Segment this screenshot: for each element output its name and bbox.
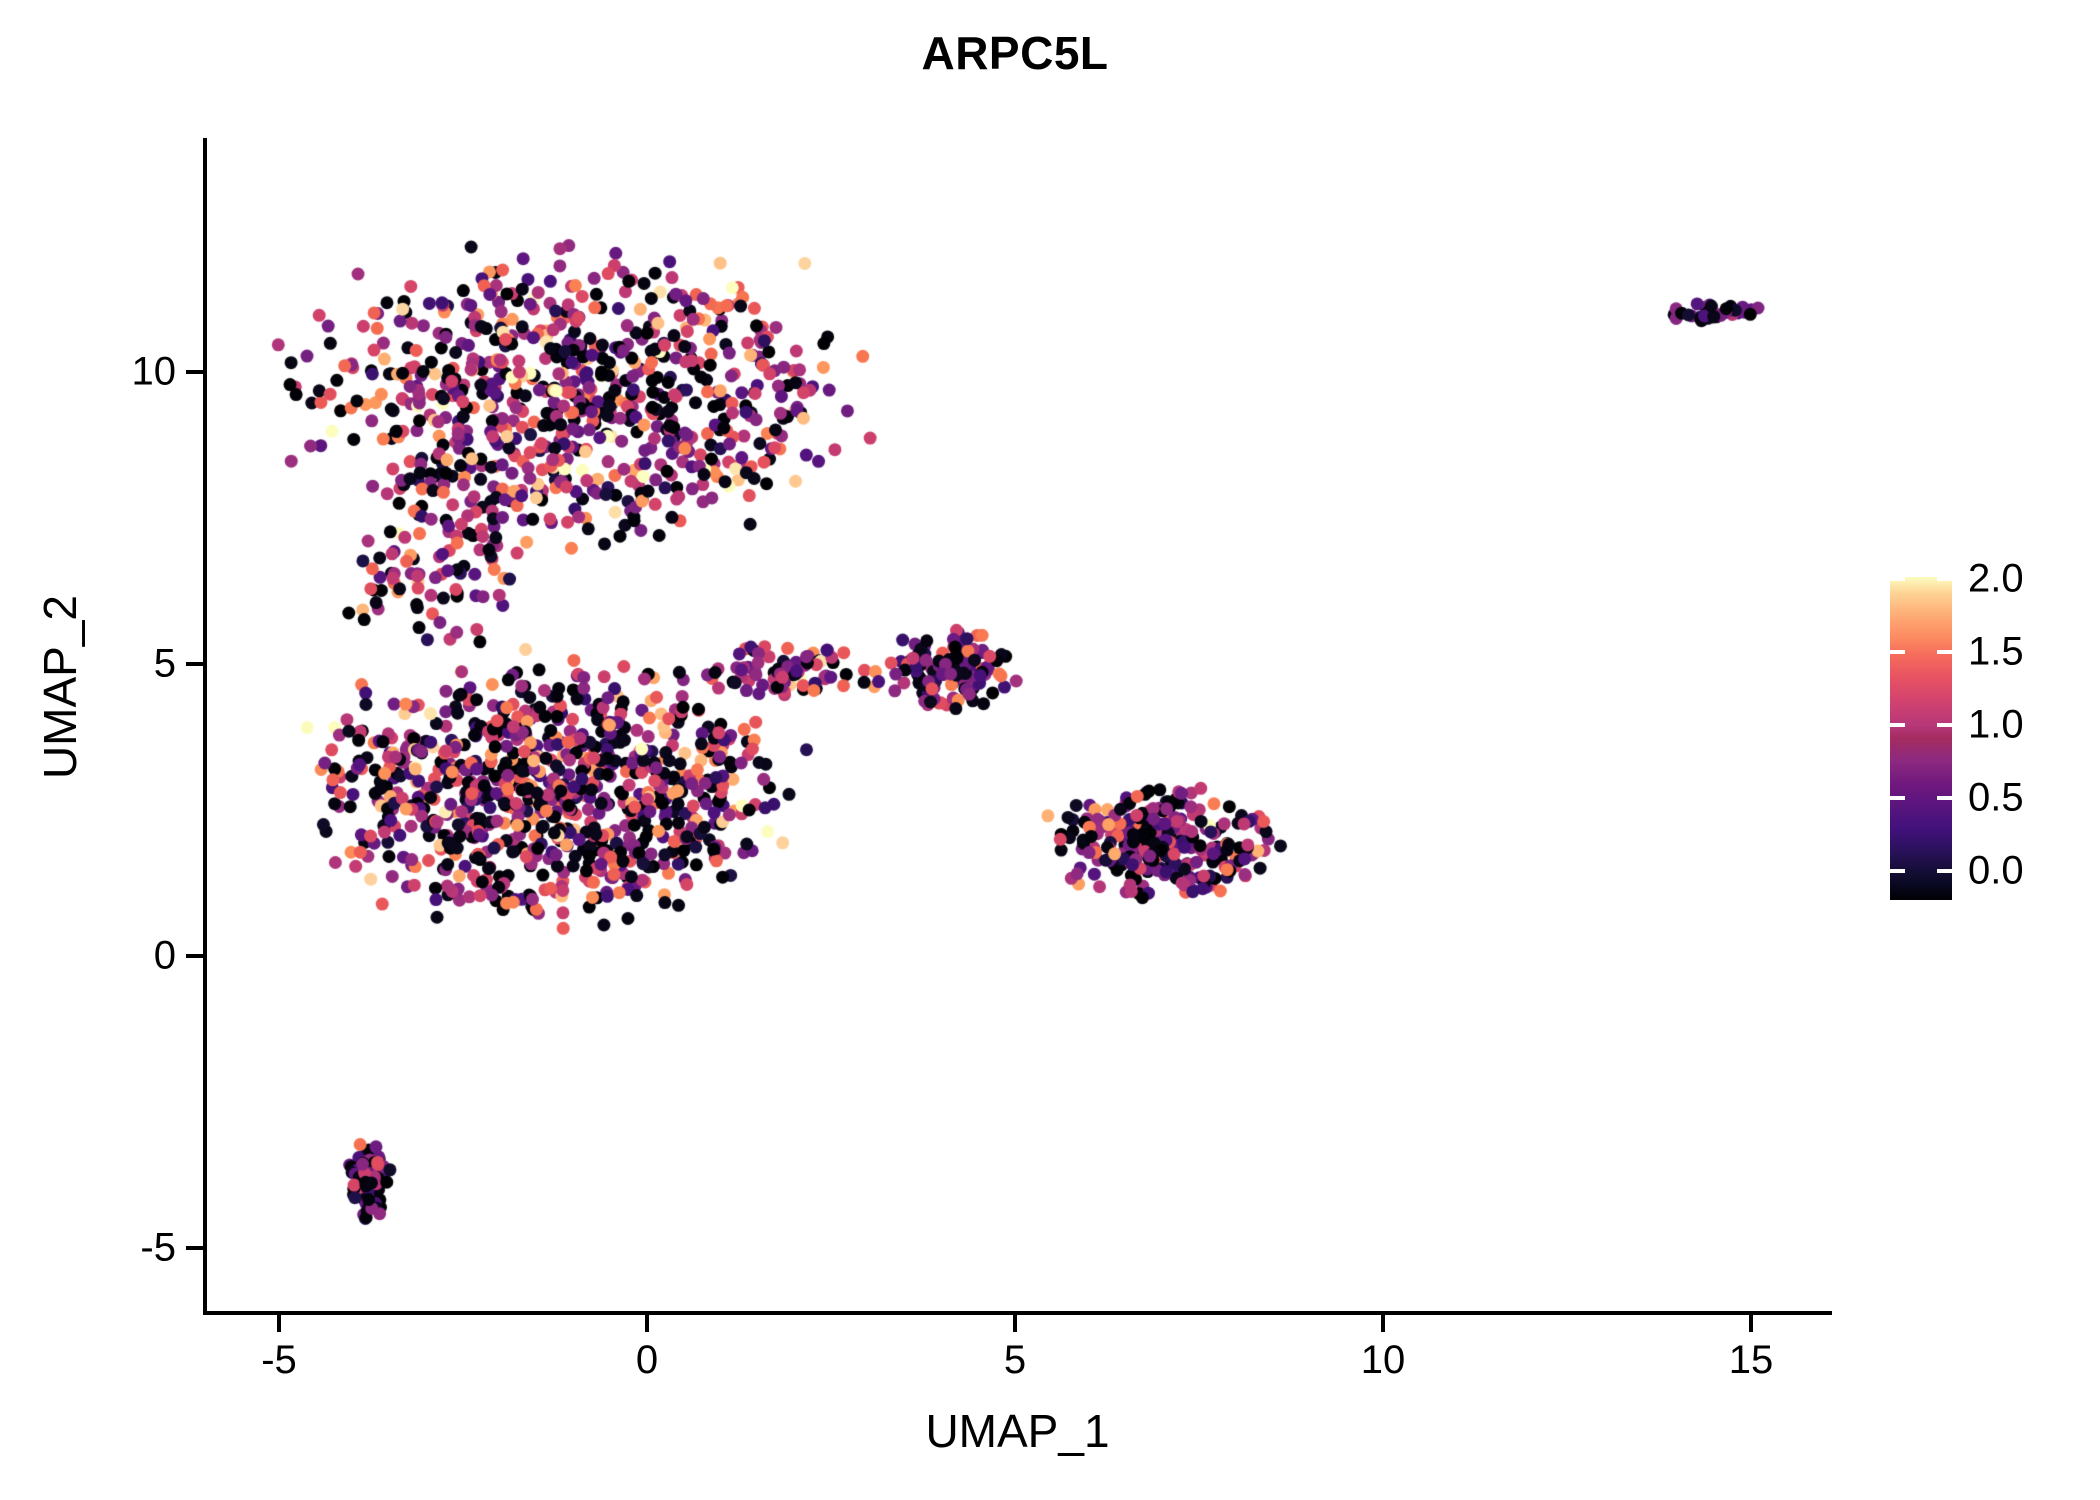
x-tick-label: -5 <box>261 1338 297 1382</box>
x-axis-line <box>203 1311 1832 1315</box>
x-tick-label: 15 <box>1728 1338 1774 1382</box>
x-tick-label: 0 <box>635 1338 659 1382</box>
plot-panel <box>205 138 1830 1313</box>
y-tick-mark <box>186 1246 203 1250</box>
x-tick-mark <box>277 1315 281 1332</box>
legend-label: 2.0 <box>1968 556 2024 601</box>
legend-label: 0.5 <box>1968 775 2024 820</box>
y-tick-mark <box>186 662 203 666</box>
x-axis-title: UMAP_1 <box>925 1405 1110 1457</box>
colorbar-gradient <box>1890 577 1952 900</box>
x-tick-label: 10 <box>1360 1338 1406 1382</box>
scatter-points-layer <box>205 138 1830 1313</box>
colorbar-tick <box>1890 577 1905 581</box>
y-tick-label: -5 <box>140 1225 176 1270</box>
y-tick-label: 0 <box>153 933 176 978</box>
colorbar-tick <box>1890 723 1905 727</box>
colorbar-tick <box>1937 577 1952 581</box>
colorbar-tick <box>1937 796 1952 800</box>
colorbar-tick <box>1937 723 1952 727</box>
color-legend: 2.0 1.5 1.0 0.5 0.0 <box>1885 556 2085 940</box>
x-tick-mark <box>1381 1315 1385 1332</box>
x-tick-mark <box>645 1315 649 1332</box>
y-tick-mark <box>186 370 203 374</box>
colorbar-tick <box>1890 869 1905 873</box>
legend-label: 1.5 <box>1968 629 2024 674</box>
y-axis-line <box>203 138 207 1315</box>
colorbar-tick <box>1890 796 1905 800</box>
legend-label: 1.0 <box>1968 702 2024 747</box>
legend-label: 0.0 <box>1968 848 2024 893</box>
page-title: ARPC5L <box>921 27 1109 79</box>
colorbar-tick <box>1937 869 1952 873</box>
x-tick-mark <box>1013 1315 1017 1332</box>
y-tick-label: 5 <box>153 641 176 686</box>
colorbar-tick <box>1937 650 1952 654</box>
y-tick-label: 10 <box>131 349 177 394</box>
x-tick-mark <box>1749 1315 1753 1332</box>
y-tick-mark <box>186 954 203 958</box>
x-tick-label: 5 <box>1003 1338 1027 1382</box>
colorbar-tick <box>1890 650 1905 654</box>
y-axis-title: UMAP_2 <box>34 594 86 780</box>
